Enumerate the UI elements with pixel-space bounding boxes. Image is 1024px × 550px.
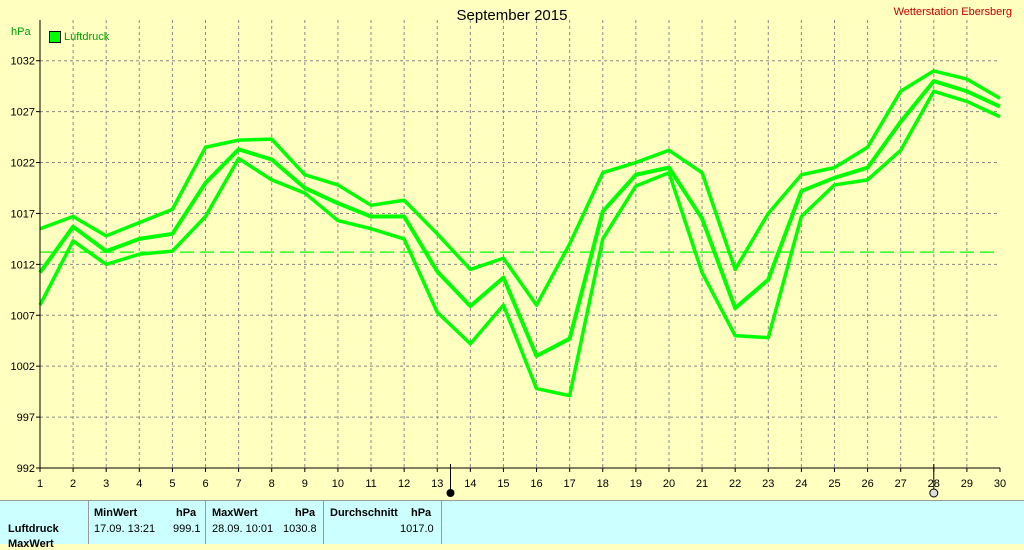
avg-unit: hPa — [411, 507, 432, 519]
y-tick-label: 997 — [17, 412, 35, 424]
stats-max-cell: MaxWert hPa 28.09. 10:01 1030.8 — [206, 501, 324, 544]
y-tick-label: 1017 — [11, 208, 35, 220]
x-tick-label: 4 — [136, 478, 142, 490]
x-tick-label: 16 — [530, 478, 542, 490]
x-tick-label: 15 — [497, 478, 509, 490]
pressure-chart: 1 2 3 4 5 6 7 8 9 10 11 12 13 14 15 16 17 18 19 20 21 22 23 24 2… — [11, 20, 1006, 498]
legend[interactable]: Luftdruck — [49, 31, 109, 43]
x-tick-label: 25 — [828, 478, 840, 490]
avg-value: 1017.0 — [400, 523, 434, 535]
x-tick-label: 27 — [895, 478, 907, 490]
x-tick-label: 10 — [332, 478, 344, 490]
max-value: 1030.8 — [283, 523, 317, 535]
avg-header: Durchschnitt — [330, 507, 398, 519]
stats-row2-label: MaxWert — [8, 538, 54, 550]
x-tick-label: 13 — [431, 478, 443, 490]
x-tick-label: 24 — [795, 478, 807, 490]
chart-title: September 2015 — [456, 7, 568, 24]
series-line-2 — [38, 79, 1001, 358]
max-header: MaxWert — [212, 507, 258, 519]
x-tick-label: 8 — [269, 478, 275, 490]
y-tick-label: 1007 — [11, 310, 35, 322]
x-tick-label: 20 — [663, 478, 675, 490]
x-tick-label: 11 — [365, 478, 376, 490]
x-tick-label: 1 — [37, 478, 43, 490]
x-tick-label: 22 — [729, 478, 741, 490]
x-tick-label: 18 — [597, 478, 609, 490]
y-tick-label: 1012 — [11, 259, 35, 271]
x-tick-label: 9 — [302, 478, 308, 490]
x-tick-label: 30 — [994, 478, 1006, 490]
x-tick-label: 29 — [961, 478, 973, 490]
max-time: 28.09. 10:01 — [212, 523, 274, 535]
max-marker-dot — [929, 488, 939, 498]
series-line-1 — [39, 69, 1001, 307]
x-tick-label: 26 — [861, 478, 873, 490]
legend-label: Luftdruck — [64, 31, 110, 43]
station-name: Wetterstation Ebersberg — [893, 6, 1012, 18]
statistics-panel: Luftdruck MaxWert MinWert hPa 17.09. 13:… — [0, 500, 1024, 550]
x-tick-label: 21 — [696, 478, 708, 490]
x-tick-label: 19 — [630, 478, 642, 490]
x-tick-label: 6 — [202, 478, 208, 490]
stats-row-label: Luftdruck — [8, 523, 59, 535]
min-marker-dot — [446, 489, 455, 497]
min-unit: hPa — [176, 507, 197, 519]
x-tick-label: 12 — [398, 478, 410, 490]
x-tick-label: 17 — [564, 478, 576, 490]
stats-label-cell: Luftdruck MaxWert — [0, 501, 89, 550]
legend-swatch — [49, 31, 61, 43]
y-tick-label: 1002 — [11, 361, 35, 373]
y-axis-unit: hPa — [11, 26, 31, 38]
min-value: 999.1 — [173, 523, 201, 535]
x-tick-label: 23 — [762, 478, 774, 490]
y-tick-label: 1022 — [11, 158, 35, 170]
y-tick-label: 992 — [17, 463, 35, 475]
stats-avg-cell: Durchschnitt hPa 1017.0 — [324, 501, 442, 544]
stats-min-cell: MinWert hPa 17.09. 13:21 999.1 — [89, 501, 206, 544]
series-line-3 — [38, 89, 1001, 398]
x-tick-label: 3 — [103, 478, 109, 490]
x-tick-label: 14 — [464, 478, 476, 490]
x-tick-label: 7 — [236, 478, 242, 490]
x-tick-label: 2 — [70, 478, 76, 490]
min-time: 17.09. 13:21 — [94, 523, 156, 535]
y-tick-label: 1032 — [11, 56, 35, 68]
min-header: MinWert — [94, 507, 138, 519]
y-tick-label: 1027 — [11, 107, 35, 119]
max-unit: hPa — [295, 507, 316, 519]
x-tick-label: 5 — [169, 478, 175, 490]
